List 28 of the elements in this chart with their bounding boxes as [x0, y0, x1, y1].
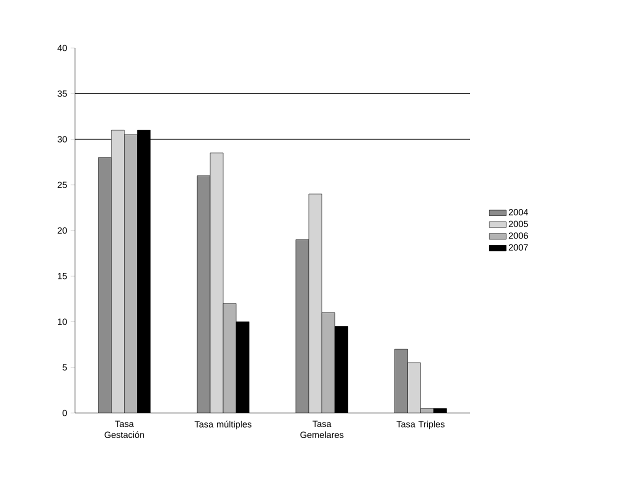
bar: [210, 152, 224, 413]
bar: [322, 312, 335, 413]
legend-label: 2007: [508, 244, 528, 251]
y-tick-label: 40: [57, 44, 67, 52]
y-tick-label: 35: [58, 90, 67, 97]
bar: [98, 158, 112, 413]
bar: [407, 362, 421, 413]
x-tick-label: Tasa Gemelares: [300, 420, 344, 438]
bar: [124, 134, 138, 413]
y-tick-label: 5: [62, 364, 67, 371]
bar: [394, 348, 408, 413]
y-tick-label: 30: [58, 136, 67, 142]
y-tick-label: 25: [58, 182, 67, 188]
x-tick-label: Tasa múltiples: [194, 420, 252, 430]
legend-label: 2005: [508, 220, 528, 228]
x-tick-label: Tasa Triples: [396, 420, 445, 430]
bar: [296, 240, 309, 413]
y-tick-label: 15: [58, 272, 67, 280]
y-tick-label: 10: [58, 318, 67, 325]
y-tick-label: 0: [62, 410, 67, 416]
legend-label: 2006: [508, 232, 528, 239]
y-tick-label: 20: [58, 227, 67, 234]
bar: [223, 304, 236, 413]
x-tick-label: Tasa Gestación: [104, 420, 144, 438]
bar: [308, 194, 322, 413]
legend-label: 2004: [508, 209, 528, 216]
bar: [197, 176, 210, 413]
bar: [111, 130, 124, 413]
